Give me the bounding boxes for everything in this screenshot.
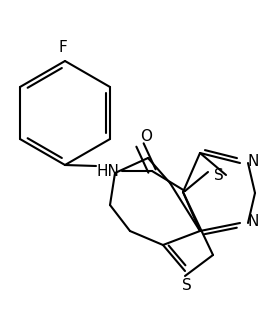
Text: O: O	[140, 129, 152, 143]
Text: F: F	[59, 39, 67, 55]
Text: S: S	[182, 277, 192, 293]
Text: S: S	[214, 168, 224, 182]
Text: N: N	[247, 153, 259, 169]
Text: N: N	[247, 214, 259, 228]
Text: HN: HN	[97, 163, 119, 179]
